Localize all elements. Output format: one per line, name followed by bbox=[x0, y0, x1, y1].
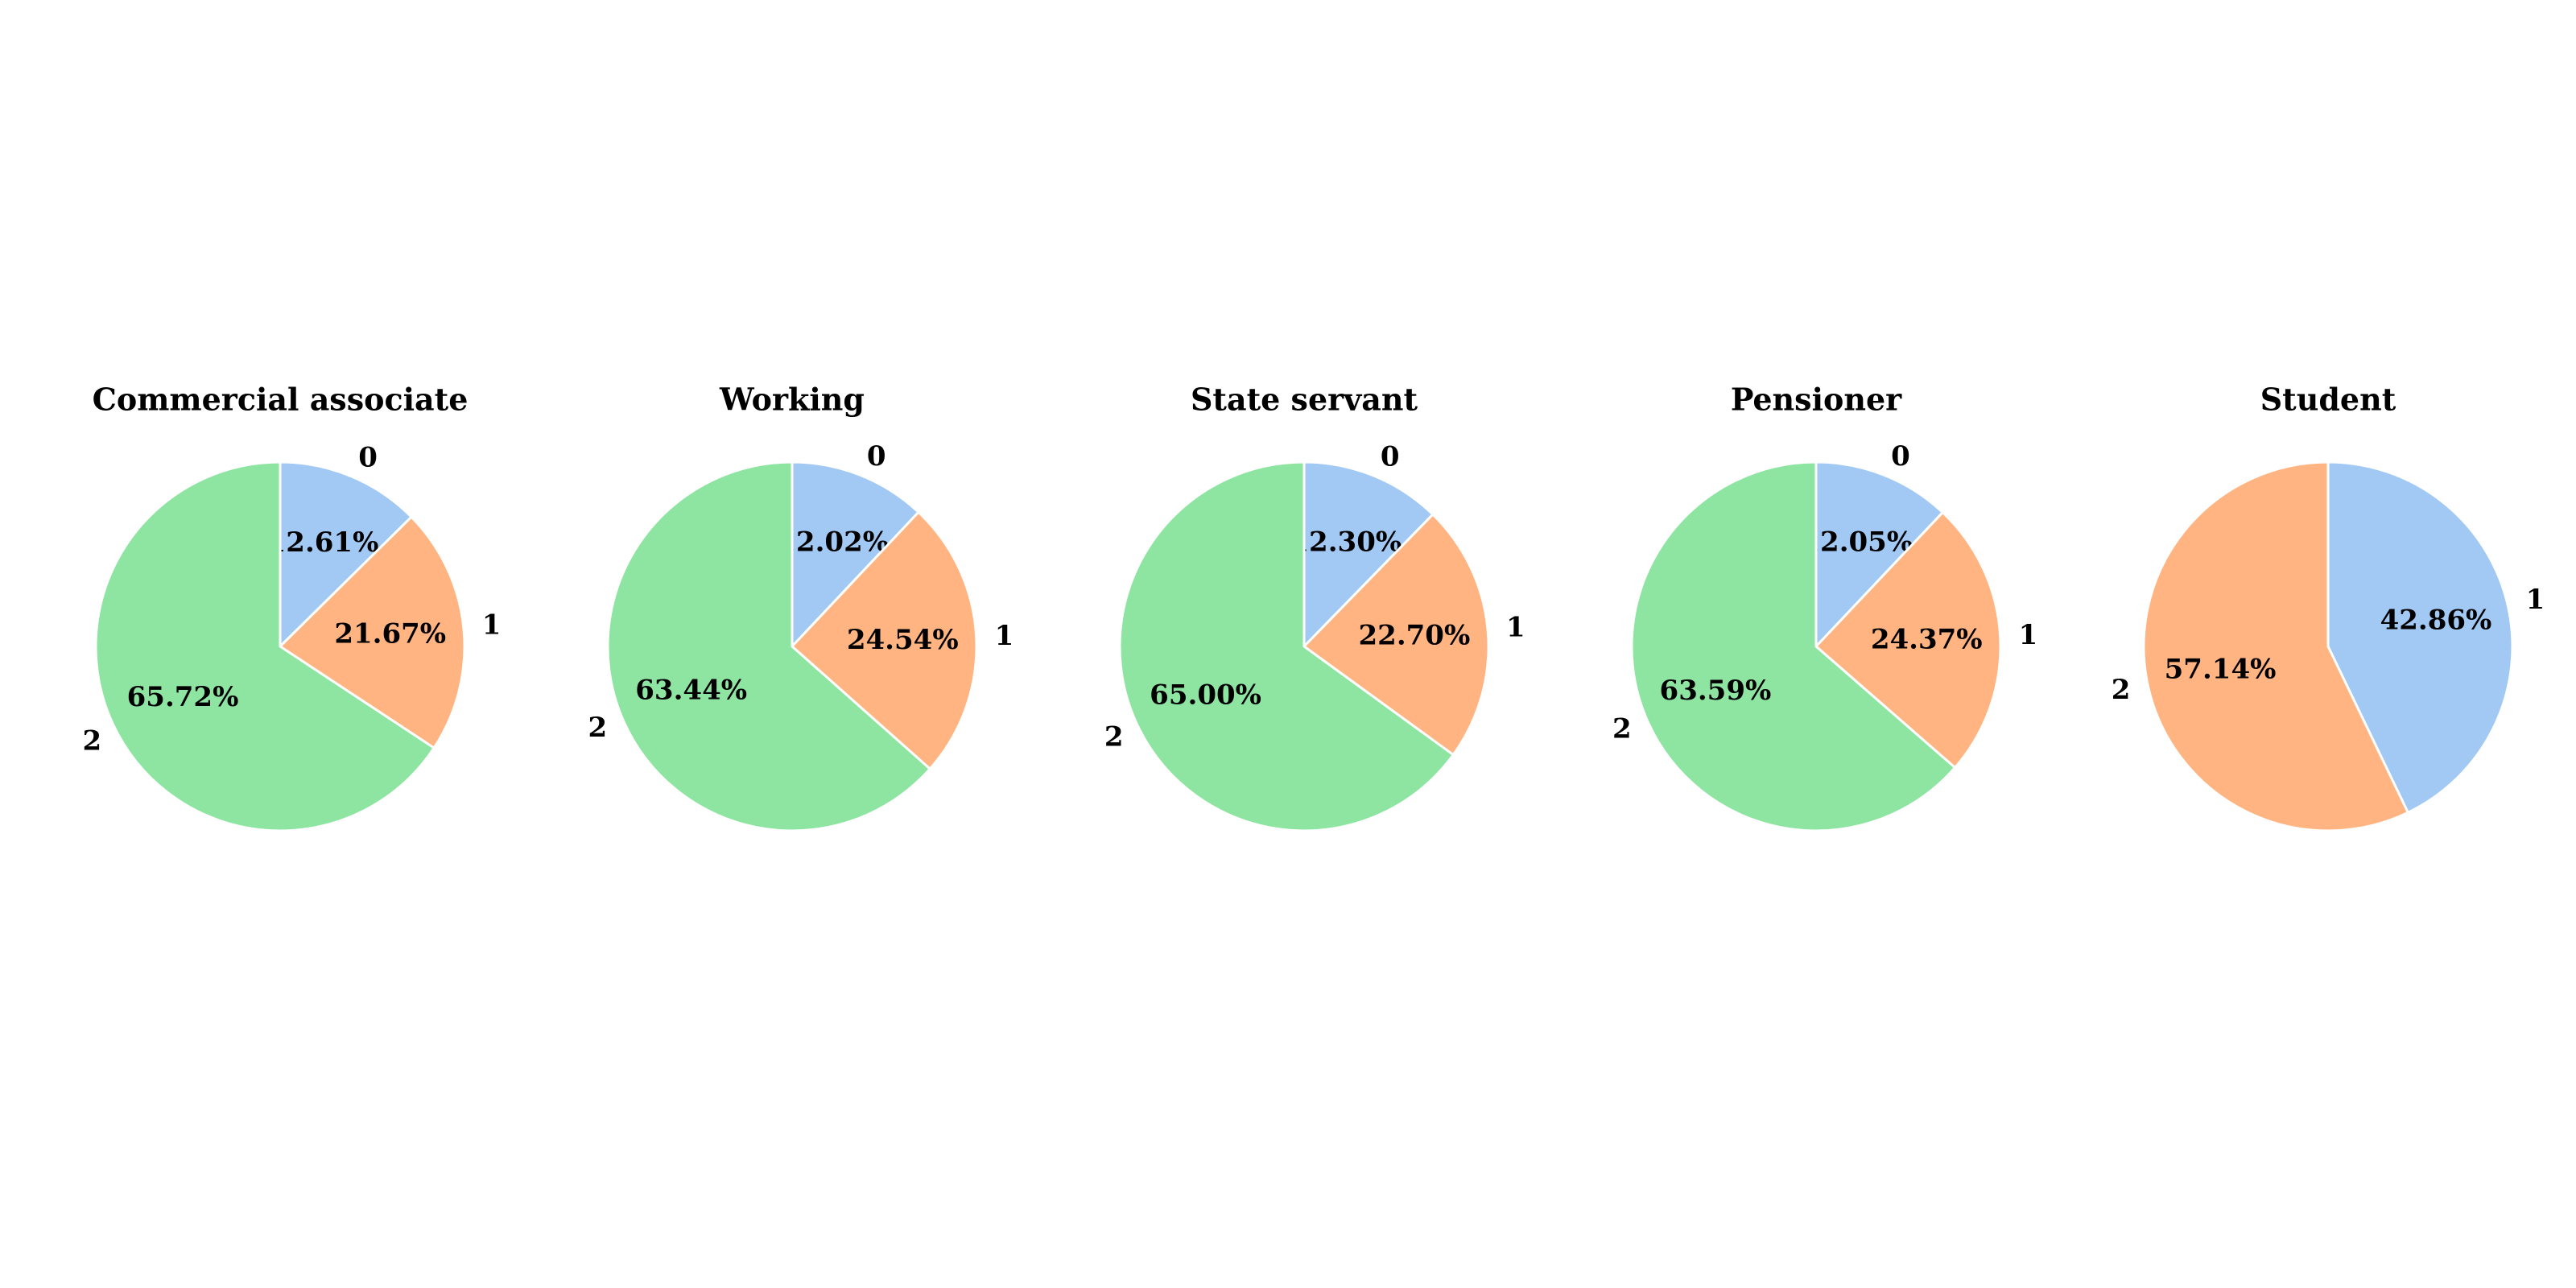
pie-percent-label: 65.00% bbox=[1150, 679, 1261, 711]
pie-category-label: 1 bbox=[2526, 584, 2545, 616]
pie-slice-0 bbox=[791, 460, 920, 648]
pie-panel: Pensioner 12.05% 0 24.37% 1 63.59% 2 bbox=[1612, 382, 2037, 832]
pie-slice-1 bbox=[2326, 460, 2514, 814]
pie-panel: Working 12.02% 0 24.54% 1 63.44% 2 bbox=[588, 382, 1014, 832]
pie-percent-label: 24.54% bbox=[847, 624, 959, 656]
pie-title: Pensioner bbox=[1731, 382, 1902, 418]
pie-category-label: 0 bbox=[867, 440, 886, 473]
pie-category-label: 2 bbox=[1612, 712, 1632, 745]
pie-category-label: 1 bbox=[482, 609, 502, 641]
pie-percent-label: 24.37% bbox=[1871, 623, 1983, 655]
pie-slice-1 bbox=[791, 510, 978, 770]
pie-category-label: 2 bbox=[588, 712, 608, 744]
pie-title: Commercial associate bbox=[93, 382, 469, 418]
pie-category-label: 2 bbox=[1104, 720, 1124, 753]
pie-title: Working bbox=[719, 382, 865, 418]
pie-percent-label: 65.72% bbox=[127, 681, 239, 713]
pie-percent-label: 12.05% bbox=[1801, 526, 1913, 558]
pie-percent-label: 21.67% bbox=[334, 618, 446, 650]
pie-percent-label: 12.30% bbox=[1290, 526, 1402, 559]
pie-slice-1 bbox=[1302, 513, 1490, 757]
pie-panel: Student 42.86% 1 57.14% 2 bbox=[2112, 382, 2545, 832]
pie-percent-label: 42.86% bbox=[2380, 604, 2492, 636]
pie-category-label: 0 bbox=[1891, 440, 1910, 473]
pie-category-label: 1 bbox=[2019, 619, 2038, 651]
pie-category-label: 0 bbox=[358, 442, 378, 474]
pie-slice-2 bbox=[1630, 460, 1957, 832]
pie-slice-0 bbox=[279, 460, 413, 648]
pie-slice-2 bbox=[2142, 460, 2409, 832]
pie-percent-label: 63.59% bbox=[1660, 675, 1772, 707]
pie-category-label: 2 bbox=[83, 724, 102, 757]
pie-panel: Commercial associate 12.61% 0 21.67% 1 65.72%… bbox=[83, 382, 502, 832]
pie-percent-label: 22.70% bbox=[1359, 619, 1471, 651]
pie-slice-2 bbox=[606, 460, 931, 832]
pie-slice-0 bbox=[1814, 460, 1944, 648]
pie-category-label: 1 bbox=[995, 620, 1014, 652]
pie-category-label: 2 bbox=[2112, 674, 2131, 706]
pie-category-label: 0 bbox=[1381, 441, 1400, 473]
pie-title: Student bbox=[2260, 382, 2396, 418]
pie-percent-label: 57.14% bbox=[2165, 654, 2277, 686]
pie-slice-2 bbox=[1118, 460, 1455, 832]
pie-panel: State servant 12.30% 0 22.70% 1 65.00% 2 bbox=[1104, 382, 1525, 832]
pie-slice-2 bbox=[94, 460, 436, 832]
pie-slice-1 bbox=[1814, 511, 2002, 770]
pie-slice-1 bbox=[279, 515, 466, 749]
pie-slice-0 bbox=[1302, 460, 1435, 648]
pie-percent-label: 12.02% bbox=[777, 526, 889, 558]
pie-percent-label: 63.44% bbox=[635, 674, 747, 706]
pie-category-label: 1 bbox=[1506, 612, 1525, 644]
pie-title: State servant bbox=[1191, 382, 1418, 418]
pie-percent-label: 12.61% bbox=[267, 526, 379, 559]
